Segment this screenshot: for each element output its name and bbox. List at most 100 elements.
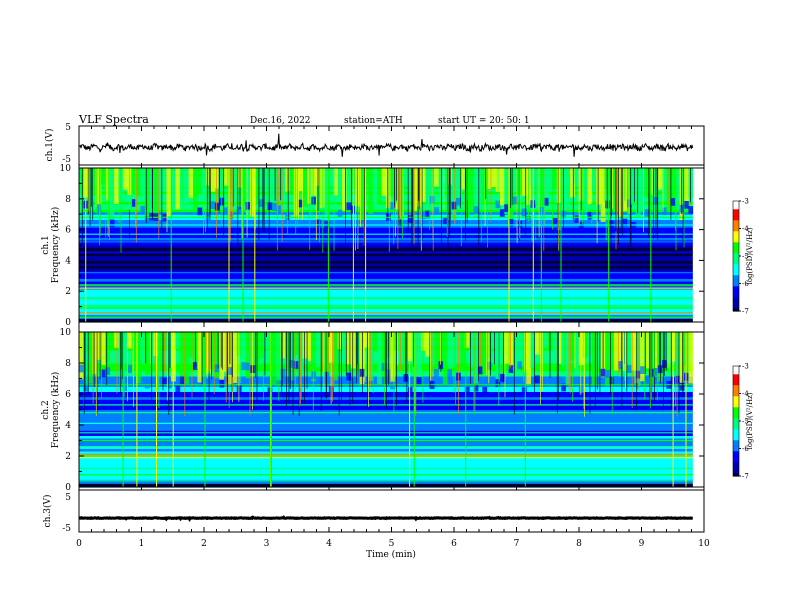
colorbar-swatch — [733, 269, 739, 274]
spectrogram-cell — [241, 362, 246, 370]
spectrogram-cell — [219, 332, 225, 380]
spectrogram-cell — [385, 168, 391, 208]
spectrogram-band — [79, 406, 693, 411]
spectrogram-cell — [302, 168, 308, 207]
spectrogram-cell — [289, 168, 295, 195]
spectrogram-cell — [442, 168, 448, 189]
spectrogram-band — [79, 437, 693, 442]
spectrogram-cell — [122, 383, 128, 391]
spectrogram-cell — [228, 332, 233, 386]
spectrogram-cell — [315, 219, 321, 228]
spectrogram-cell — [293, 332, 299, 356]
ytick-label: 4 — [65, 256, 71, 266]
spectrogram-band — [79, 481, 693, 485]
ytick-label: 8 — [65, 359, 71, 369]
spectrogram-cell — [254, 168, 260, 204]
spectrogram-cell — [241, 332, 246, 376]
spectrogram-band — [79, 448, 693, 452]
colorbar-swatch — [733, 385, 739, 389]
spectrogram-cell — [618, 168, 623, 218]
spectrogram-cell — [271, 332, 277, 384]
spectrogram-band — [79, 388, 693, 392]
spectrogram-cell — [219, 379, 225, 388]
spectrogram-band — [79, 293, 693, 297]
colorbar-swatch — [733, 245, 739, 249]
spectrogram-cell — [605, 370, 610, 378]
spectrogram-cell — [109, 332, 115, 349]
spectrogram-cell — [504, 204, 509, 212]
spectrogram-cell — [662, 168, 667, 201]
spectrogram-cell — [293, 168, 299, 219]
spectrogram-cell — [210, 201, 216, 209]
spectrogram-cell — [587, 168, 593, 205]
colorbar-swatch — [733, 390, 739, 395]
spectrogram-cell — [434, 207, 439, 215]
spectrogram-band — [79, 463, 693, 467]
colorbar-swatch — [733, 203, 739, 208]
spectrogram-cell — [280, 332, 286, 359]
spectrogram-cell — [223, 168, 229, 186]
spectrogram-cell — [197, 168, 203, 193]
spectrogram-cell — [307, 332, 312, 361]
colorbar-swatch — [733, 396, 739, 400]
colorbar-swatch — [733, 415, 739, 419]
spectrogram-cell — [271, 168, 277, 202]
colorbar-swatch — [733, 294, 739, 298]
spectrogram-band — [79, 461, 693, 465]
spectrogram-cell — [574, 215, 580, 223]
spectrogram-cell — [486, 168, 492, 190]
colorbar-swatch — [733, 393, 739, 397]
colorbar-swatch — [733, 247, 739, 252]
colorbar-swatch — [733, 297, 739, 301]
ch1-spec-ylabel-freq: Frequency (kHz) — [50, 207, 61, 284]
colorbar-swatch — [733, 234, 739, 238]
spectrogram-cell — [561, 383, 566, 392]
spectrogram-cell — [631, 332, 637, 371]
ch3-ytick-top: 5 — [65, 493, 71, 503]
spectrogram-cell — [333, 332, 339, 381]
spectrogram-band — [79, 227, 693, 231]
colorbar-tick-label: -4 — [742, 225, 749, 233]
spectrogram-cell — [92, 168, 97, 197]
colorbar-tick-label: -5 — [742, 418, 749, 426]
spectrogram-cell — [136, 332, 141, 384]
spectrogram-band — [79, 252, 693, 256]
spectrogram-cell — [552, 217, 558, 226]
spectrogram-cell — [530, 332, 536, 368]
spectrogram-band — [79, 273, 693, 277]
spectrogram-band — [79, 206, 693, 210]
spectrogram-cell — [267, 202, 273, 210]
colorbar-swatch — [733, 239, 739, 243]
spectrogram-band — [79, 275, 693, 279]
spectrogram-cell — [381, 168, 387, 196]
xtick-label: 1 — [139, 539, 145, 549]
spectrogram-cell — [293, 361, 299, 369]
spectrogram-cell — [504, 168, 509, 214]
spectrogram-cell — [434, 332, 439, 375]
colorbar-swatch — [733, 272, 739, 276]
ytick-label: 0 — [65, 318, 71, 328]
colorbar-swatch — [733, 443, 739, 447]
spectrogram-cell — [201, 332, 207, 373]
spectrogram-band — [79, 304, 693, 308]
colorbar-swatch — [733, 256, 739, 260]
spectrogram-cell — [210, 332, 216, 364]
time-axis-ticks: 0 1 2 3 4 5 6 7 8 9 10 — [76, 126, 710, 549]
spectrogram-cell — [491, 168, 496, 188]
spectrogram-cell — [122, 168, 128, 190]
spectrogram-cell — [359, 168, 365, 220]
spectrogram-cell — [644, 209, 650, 217]
spectrogram-cell — [526, 332, 531, 386]
colorbar-swatch — [733, 467, 739, 472]
spectrogram-cell — [201, 168, 207, 198]
spectrogram-cell — [609, 220, 615, 229]
colorbar-swatch — [733, 368, 739, 373]
spectrogram-band — [79, 378, 693, 382]
spectrogram-cell — [109, 168, 115, 219]
spectrogram-cell — [140, 332, 146, 361]
spectrogram-cell — [508, 332, 514, 370]
ch3-ytick-bottom: -5 — [62, 524, 71, 534]
spectrogram-cell — [157, 168, 163, 204]
spectrogram-cell — [407, 387, 413, 395]
